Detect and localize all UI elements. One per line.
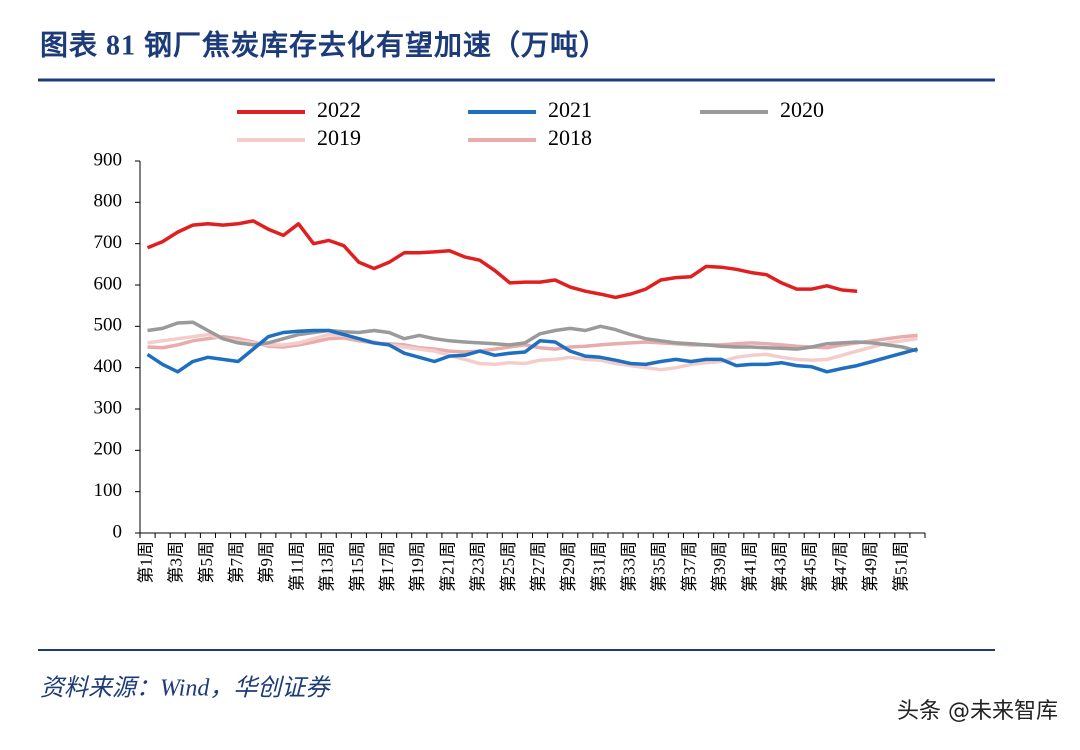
y-tick-label: 100 — [94, 480, 123, 501]
x-tick-label: 第15周 — [348, 541, 367, 592]
legend-label: 2018 — [548, 125, 592, 150]
legend-label: 2019 — [317, 125, 361, 150]
y-tick-label: 300 — [94, 397, 123, 418]
watermark: 头条 @未来智库 — [897, 699, 1058, 724]
y-tick-label: 400 — [94, 356, 123, 377]
x-tick-label: 第37周 — [680, 541, 699, 592]
x-tick-label: 第35周 — [650, 541, 669, 592]
x-tick-label: 第41周 — [740, 541, 759, 592]
x-tick-label: 第9周 — [257, 541, 276, 584]
x-tick-label: 第47周 — [831, 541, 850, 592]
series-line — [147, 332, 918, 372]
series-line — [146, 219, 858, 300]
x-tick-label: 第1周 — [136, 541, 155, 584]
x-tick-label: 第43周 — [770, 541, 789, 592]
y-tick-label: 0 — [113, 521, 123, 542]
legend-label: 2022 — [317, 97, 361, 122]
x-tick-label: 第5周 — [197, 541, 216, 584]
x-tick-label: 第45周 — [801, 541, 820, 592]
x-tick-label: 第33周 — [620, 541, 639, 592]
series-line — [147, 320, 918, 353]
x-tick-label: 第27周 — [529, 541, 548, 592]
y-tick-label: 600 — [94, 273, 123, 294]
x-tick-label: 第7周 — [227, 541, 246, 584]
series-line — [146, 328, 918, 374]
x-tick-label: 第19周 — [408, 541, 427, 592]
y-tick-label: 500 — [94, 315, 123, 336]
y-tick-label: 900 — [94, 149, 123, 170]
x-tick-label: 第25周 — [499, 541, 518, 592]
x-tick-label: 第11周 — [287, 541, 306, 591]
x-tick-label: 第23周 — [469, 541, 488, 592]
legend-label: 2021 — [548, 97, 592, 122]
x-tick-label: 第49周 — [861, 541, 880, 592]
source-note: 资料来源：Wind，华创证券 — [40, 675, 331, 702]
x-tick-label: 第17周 — [378, 541, 397, 592]
x-tick-label: 第21周 — [438, 541, 457, 592]
x-tick-label: 第13周 — [318, 541, 337, 592]
x-tick-label: 第29周 — [559, 541, 578, 592]
legend-label: 2020 — [780, 97, 824, 122]
x-tick-label: 第3周 — [167, 541, 186, 584]
y-tick-label: 700 — [94, 232, 123, 253]
y-tick-label: 200 — [94, 439, 123, 460]
x-tick-label: 第31周 — [589, 541, 608, 592]
y-tick-label: 800 — [94, 191, 123, 212]
chart-title: 图表 81 钢厂焦炭库存去化有望加速（万吨） — [40, 28, 608, 61]
x-tick-label: 第39周 — [710, 541, 729, 592]
x-tick-label: 第51周 — [891, 541, 910, 592]
